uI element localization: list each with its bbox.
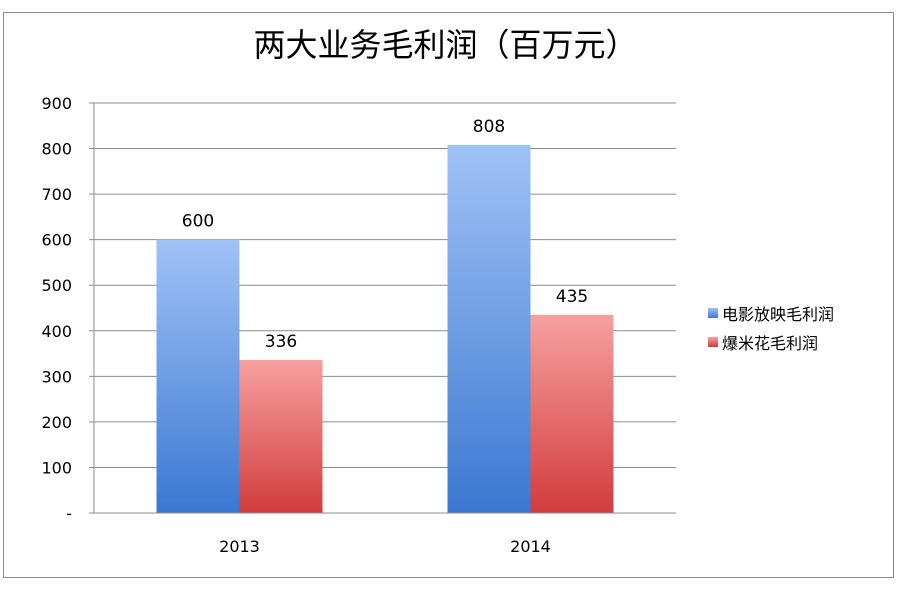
y-tick-label: 100: [41, 458, 72, 477]
y-tick-label: 300: [41, 367, 72, 386]
y-tick-label: 800: [41, 140, 72, 159]
legend-swatch-popcorn: [708, 336, 718, 347]
legend-label-film: 电影放映毛利润: [722, 304, 835, 324]
bar-2013-series-1: [239, 359, 323, 513]
x-tick-label: 2014: [510, 537, 551, 556]
data-label: 435: [556, 287, 588, 307]
data-label: 808: [473, 117, 505, 137]
bar-2014-series-0: [447, 144, 531, 513]
legend-swatch-film: [708, 307, 718, 318]
y-tick-label: 900: [41, 94, 72, 113]
y-tick-label: 500: [41, 276, 72, 295]
data-label: 600: [182, 212, 214, 232]
y-tick-label: 400: [41, 322, 72, 341]
x-tick-label: 2013: [219, 537, 260, 556]
legend-item-film: 电影放映毛利润: [708, 298, 888, 327]
chart-title: 两大业务毛利润（百万元）: [253, 26, 638, 64]
bar-2013-series-0: [156, 239, 240, 513]
y-tick-label: -: [66, 504, 72, 523]
legend: 电影放映毛利润 爆米花毛利润: [708, 298, 888, 356]
legend-label-popcorn: 爆米花毛利润: [722, 333, 819, 353]
legend-item-popcorn: 爆米花毛利润: [708, 327, 888, 356]
y-tick-label: 700: [41, 185, 72, 204]
data-label: 336: [265, 332, 297, 352]
y-tick-label: 200: [41, 413, 72, 432]
y-tick-label: 600: [41, 231, 72, 250]
bar-2014-series-1: [530, 314, 614, 513]
